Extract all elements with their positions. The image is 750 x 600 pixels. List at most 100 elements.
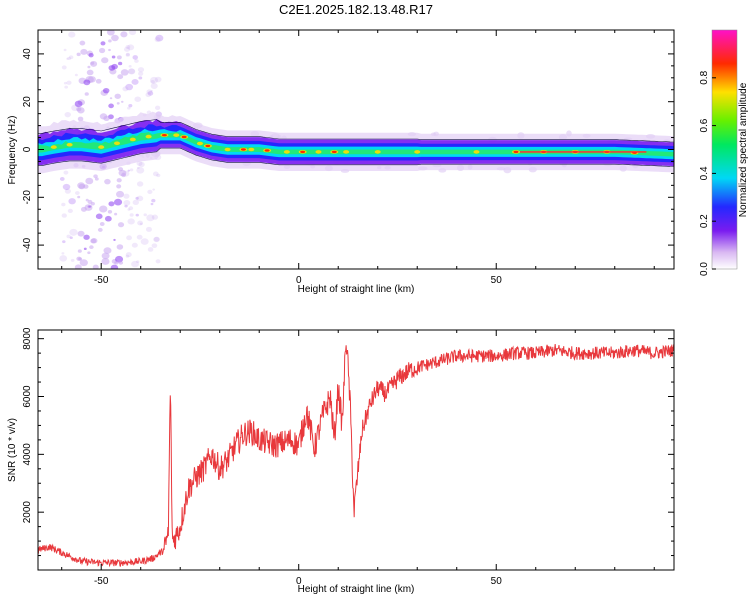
spectrogram-noise-blob (121, 100, 124, 103)
spectrogram-noise-blob (136, 181, 144, 187)
snr-x-tick-label: 0 (296, 576, 302, 587)
spectrogram-noise-blob (154, 105, 161, 111)
spectrogram-noise-blob (134, 96, 142, 102)
spectrogram-noise-blob (64, 85, 68, 89)
snr-plot-area (38, 330, 674, 570)
spectrogram-hotspot-yellow (224, 147, 231, 152)
colorbar-tick-label: 0.8 (699, 70, 710, 84)
spectrogram-noise-blob (123, 199, 131, 206)
spectrogram-hotspot-red (181, 135, 187, 139)
spectrogram-noise-blob (131, 260, 139, 268)
spectrogram-y-tick-label: 40 (22, 48, 33, 60)
spectrogram-noise-blob (127, 208, 131, 211)
spectrogram-noise-blob (89, 245, 94, 250)
spectrogram-noise-blob (117, 61, 123, 66)
spectrogram-y-tick-label: -20 (22, 190, 33, 205)
spectrogram-noise-blob (128, 68, 135, 75)
spectrogram-noise-blob (136, 234, 143, 240)
spectrogram-x-label: Height of straight line (km) (298, 284, 415, 295)
spectrogram-noise-blob (99, 47, 106, 54)
spectrogram-noise-blob (99, 222, 105, 227)
snr-y-tick-label: 4000 (22, 443, 33, 466)
spectrogram-noise-blob (88, 52, 94, 58)
spectrogram-marks (38, 30, 674, 269)
spectrogram-noise-blob (102, 87, 110, 94)
spectrogram-noise-blob (139, 222, 143, 225)
spectrogram-noise-blob (100, 41, 106, 46)
spectrogram-noise-blob (136, 161, 143, 167)
spectrogram-noise-blob (116, 190, 125, 198)
spectrogram-noise-blob (77, 116, 84, 122)
spectrogram-noise-blob (131, 78, 139, 85)
spectrogram-noise-blob (76, 256, 82, 261)
spectrogram-noise-blob (122, 86, 129, 92)
spectrogram-noise-blob (108, 65, 116, 71)
spectrogram-noise-blob (97, 227, 103, 232)
spectrogram-noise-blob (77, 107, 85, 114)
spectrogram-noise-blob (83, 234, 90, 240)
spectrogram-y-tick-label: -40 (22, 237, 33, 252)
spectrogram-noise-blob (129, 213, 134, 217)
spectrogram-noise-blob (120, 31, 128, 38)
spectrogram-noise-blob (104, 178, 111, 185)
spectrogram-noise-blob (107, 209, 113, 214)
spectrogram-noise-blob (155, 259, 161, 264)
spectrogram-noise-blob (117, 74, 124, 80)
spectrogram-noise-blob (76, 52, 81, 57)
spectrogram-noise-blob (103, 247, 112, 254)
spectrogram-hotspot-yellow (66, 142, 73, 147)
figure-title: C2E1.2025.182.13.48.R17 (279, 2, 433, 17)
colorbar-gradient (711, 29, 738, 270)
spectrogram-noise-blob (145, 92, 152, 98)
spectrogram-noise-blob (90, 238, 98, 244)
spectrogram-x-tick-label: 0 (296, 275, 302, 286)
spectrogram-noise-blob (63, 170, 69, 175)
spectrogram-noise-blob (66, 80, 72, 85)
spectrogram-noise-blob (153, 236, 160, 243)
spectrogram-noise-blob (146, 89, 153, 95)
spectrogram-noise-blob (127, 218, 135, 225)
colorbar-ticks: 0.0 0.2 0.4 0.6 0.8 (699, 70, 716, 276)
spectrogram-noise-blob (143, 213, 148, 217)
spectrogram-hotspot-yellow (196, 141, 203, 146)
spectrogram-noise-blob (134, 59, 139, 63)
colorbar-tick-label: 0.6 (699, 118, 710, 132)
spectrogram-noise-blob (155, 34, 164, 42)
spectrogram-hotspot-yellow (283, 150, 290, 154)
spectrogram-noise-blob (95, 213, 103, 220)
spectrogram-noise-blob (135, 213, 139, 217)
spectrogram-hotspot-red (300, 150, 306, 154)
spectrogram-noise-blob (59, 177, 65, 181)
spectrogram-noise-blob (95, 78, 102, 84)
spectrogram-noise-blob (125, 53, 130, 57)
spectrogram-noise-blob (136, 195, 144, 202)
spectrogram-noise-blob (116, 184, 122, 189)
spectrogram-noise-blob (94, 177, 99, 181)
spectrogram-noise-blob (146, 214, 155, 222)
spectrogram-y-label: Frequency (Hz) (7, 116, 18, 185)
spectrogram-noise-blob (153, 236, 160, 242)
spectrogram-hotspot-yellow (98, 145, 105, 149)
spectrogram-noise-blob (128, 64, 132, 68)
spectrogram-hotspot-yellow (50, 145, 57, 149)
spectrogram-noise-blob (136, 166, 140, 169)
spectrogram-noise-blob (84, 204, 93, 211)
spectrogram-noise-blob (110, 264, 119, 269)
spectrogram-noise-blob (74, 264, 82, 269)
spectrogram-noise-blob (62, 183, 71, 191)
spectrogram-noise-blob (147, 189, 153, 195)
spectrogram-noise-blob (125, 83, 134, 91)
spectrogram-noise-blob (138, 161, 145, 168)
spectrogram-noise-blob (126, 235, 132, 241)
spectrogram-noise-blob (109, 97, 113, 100)
spectrogram-hotspot-red (264, 149, 270, 152)
spectrogram-noise-blob (68, 55, 74, 60)
spectrogram-noise-blob (111, 55, 116, 59)
spectrogram-noise-blob (136, 167, 145, 174)
spectrogram-noise-blob (116, 102, 120, 105)
spectrogram-noise-blob (108, 39, 112, 43)
spectrogram-noise-blob (77, 195, 81, 199)
spectrogram-noise-blob (66, 234, 71, 239)
spectrogram-noise-blob (75, 191, 80, 195)
